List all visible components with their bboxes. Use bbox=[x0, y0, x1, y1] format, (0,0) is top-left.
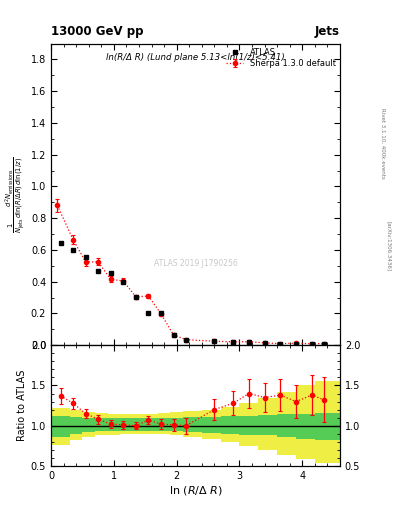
Text: Jets: Jets bbox=[315, 26, 340, 38]
Text: 13000 GeV pp: 13000 GeV pp bbox=[51, 26, 143, 38]
X-axis label: $\mathrm{ln}\ (R/\Delta\ R)$: $\mathrm{ln}\ (R/\Delta\ R)$ bbox=[169, 483, 222, 497]
Legend: ATLAS, Sherpa 1.3.0 default: ATLAS, Sherpa 1.3.0 default bbox=[225, 46, 338, 70]
Text: Rivet 3.1.10, 400k events: Rivet 3.1.10, 400k events bbox=[381, 108, 386, 179]
Text: ln(R/Δ R) (Lund plane 5.13<ln(1/z)<5.41): ln(R/Δ R) (Lund plane 5.13<ln(1/z)<5.41) bbox=[106, 53, 285, 61]
Text: ATLAS 2019 J1790256: ATLAS 2019 J1790256 bbox=[154, 259, 237, 268]
Text: [arXiv:1306.3436]: [arXiv:1306.3436] bbox=[387, 221, 391, 271]
Y-axis label: Ratio to ATLAS: Ratio to ATLAS bbox=[17, 370, 27, 441]
Y-axis label: $\frac{1}{N_{\mathrm{jets}}}\frac{d^2 N_{\mathrm{emissions}}}{d\ln(R/\Delta R)\,: $\frac{1}{N_{\mathrm{jets}}}\frac{d^2 N_… bbox=[4, 156, 27, 233]
